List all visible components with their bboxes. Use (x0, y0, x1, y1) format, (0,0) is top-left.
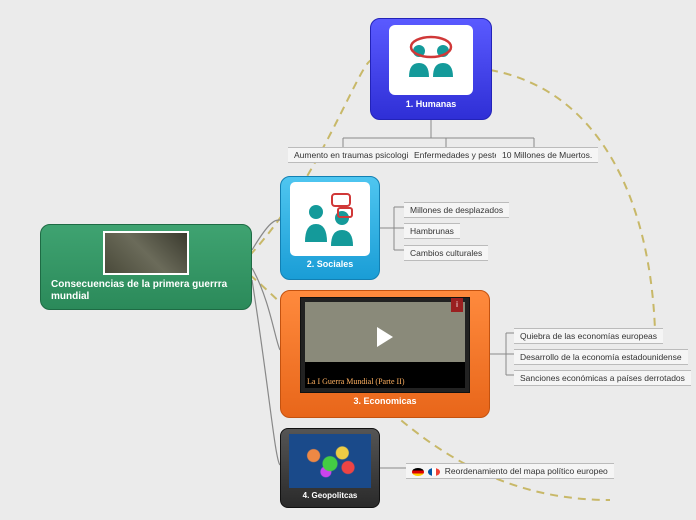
node-humanas[interactable]: 1. Humanas (370, 18, 492, 120)
leaf-humanas-0[interactable]: Aumento en traumas psicologicos (288, 147, 428, 163)
root-title: Consecuencias de la primera guerrra mund… (51, 279, 241, 303)
humanas-icon (389, 25, 473, 95)
sociales-label: 2. Sociales (286, 259, 374, 269)
leaf-sociales-1[interactable]: Hambrunas (404, 223, 460, 239)
leaf-economicas-1[interactable]: Desarrollo de la economía estadounidense (514, 349, 688, 365)
economicas-video[interactable]: La I Guerra Mundial (Parte II) i (300, 297, 470, 393)
node-sociales[interactable]: 2. Sociales (280, 176, 380, 280)
node-geopoliticas[interactable]: 4. Geopolitcas (280, 428, 380, 508)
geo-label: 4. Geopolitcas (286, 491, 374, 500)
play-icon (377, 327, 393, 347)
geo-map-image (289, 434, 371, 488)
root-node[interactable]: Consecuencias de la primera guerrra mund… (40, 224, 252, 310)
sociales-icon (290, 182, 370, 256)
root-image (103, 231, 189, 275)
leaf-humanas-2[interactable]: 10 Millones de Muertos. (496, 147, 598, 163)
leaf-economicas-2[interactable]: Sanciones económicas a países derrotados (514, 370, 691, 386)
leaf-economicas-0[interactable]: Quiebra de las economías europeas (514, 328, 663, 344)
leaf-geo-0-text: Reordenamiento del mapa político europeo (445, 466, 608, 476)
leaf-humanas-1[interactable]: Enfermedades y pestes (408, 147, 509, 163)
flag-fr-icon (428, 468, 440, 476)
video-badge: i (451, 298, 463, 312)
leaf-sociales-2[interactable]: Cambios culturales (404, 245, 488, 261)
economicas-label: 3. Economicas (287, 396, 483, 406)
leaf-geo-0[interactable]: Reordenamiento del mapa político europeo (406, 463, 614, 479)
flag-de-icon (412, 468, 424, 476)
leaf-sociales-0[interactable]: Millones de desplazados (404, 202, 509, 218)
node-economicas[interactable]: La I Guerra Mundial (Parte II) i 3. Econ… (280, 290, 490, 418)
video-caption: La I Guerra Mundial (Parte II) (307, 377, 405, 386)
humanas-label: 1. Humanas (377, 99, 485, 109)
